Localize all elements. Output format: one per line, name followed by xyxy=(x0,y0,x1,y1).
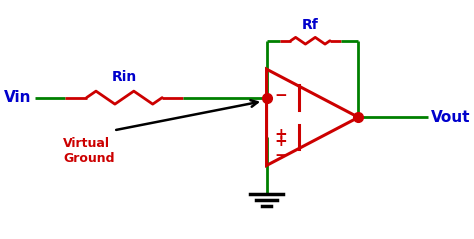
Text: −: − xyxy=(274,88,287,103)
Text: +: + xyxy=(274,134,287,149)
Text: −: − xyxy=(274,148,287,163)
Text: Virtual
Ground: Virtual Ground xyxy=(63,137,115,165)
Text: Rin: Rin xyxy=(112,70,137,84)
Text: +: + xyxy=(274,127,287,142)
Text: Vin: Vin xyxy=(4,90,31,105)
Text: Vout: Vout xyxy=(431,110,470,125)
Text: Rf: Rf xyxy=(302,18,319,32)
